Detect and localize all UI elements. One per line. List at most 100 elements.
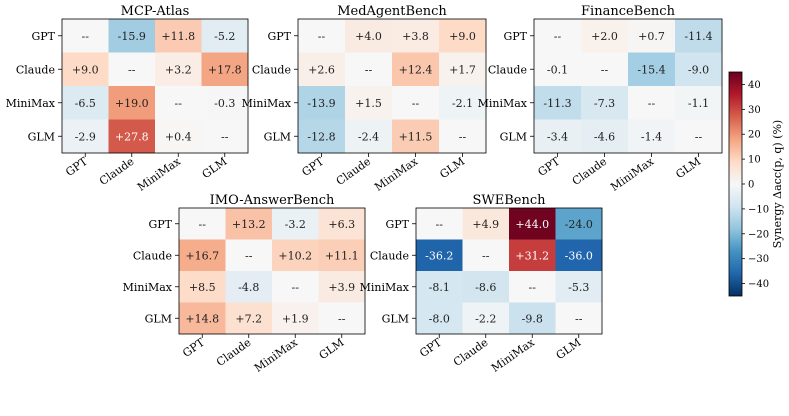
heatmap-cell xyxy=(675,52,723,87)
cell-label: -- xyxy=(482,249,490,262)
cell-label: -0.3 xyxy=(214,97,235,110)
cell-label: +4.0 xyxy=(355,30,382,43)
colorbar-tick-label: 10 xyxy=(748,155,761,166)
heatmap-cell xyxy=(416,208,463,240)
heatmap-cell xyxy=(155,86,202,120)
heatmap-cell xyxy=(108,119,156,154)
y-tick-label: GPT xyxy=(385,218,409,231)
panel-frame xyxy=(61,18,249,154)
cell-label: +3.8 xyxy=(402,30,429,43)
heatmap-cell xyxy=(155,119,202,154)
y-tick-label: GPT xyxy=(267,30,291,43)
x-tick-label: Claude xyxy=(334,155,374,188)
y-tick-label: Claude xyxy=(370,249,409,262)
heatmap-cell xyxy=(201,119,249,154)
heatmap-cell xyxy=(108,86,156,120)
heatmap-cell xyxy=(555,302,603,335)
cell-label: -15.9 xyxy=(118,30,146,43)
heatmap-swebench: SWEBench -- +4.9 +44.0 -24.0 -36.2 -- +31.2 -36.… xyxy=(360,193,603,375)
heatmap-cell xyxy=(555,271,603,303)
colorbar: −40 −30 −20 −10 0 10 20 30 40 Synergy Δacc(p, q) … xyxy=(728,71,784,297)
panel-title: SWEBench xyxy=(472,193,546,208)
cell-label: +3.9 xyxy=(328,281,355,294)
x-tick-label: GPT xyxy=(417,335,444,360)
heatmap-cell xyxy=(272,302,319,335)
panel-frame xyxy=(415,207,603,335)
y-tick-label: Claude xyxy=(252,63,291,76)
heatmap-cell xyxy=(581,119,629,154)
colorbar-tick-label: −10 xyxy=(748,204,769,215)
cell-label: -- xyxy=(695,130,703,143)
heatmap-mcp-atlas: MCP-Atlas -- -15.9 +11.8 -5.2 +9.0 -- +3.2 +17.8… xyxy=(6,4,249,194)
cell-label: -2.1 xyxy=(452,97,473,110)
y-tick-label: GLM xyxy=(500,130,527,143)
cell-label: -- xyxy=(199,218,207,231)
heatmap-cell xyxy=(318,302,366,335)
y-tick-label: MiniMax xyxy=(242,97,292,110)
heatmap-cell xyxy=(555,239,603,272)
heatmap-financebench: FinanceBench -- +2.0 +0.7 -11.4 -0.1 -- -15.4 -9… xyxy=(478,4,723,194)
cell-label: +3.2 xyxy=(165,63,192,76)
heatmap-cell xyxy=(201,86,249,120)
cell-label: +2.0 xyxy=(591,30,618,43)
x-tick-label: MiniMax xyxy=(489,335,538,374)
colorbar-tick-label: 0 xyxy=(748,180,754,191)
heatmap-cell xyxy=(155,19,202,53)
cell-label: -5.2 xyxy=(214,30,235,43)
x-tick-label: MiniMax xyxy=(135,154,184,193)
panel-title: IMO-AnswerBench xyxy=(210,193,335,208)
heatmap-cell xyxy=(318,239,366,272)
heatmap-cell xyxy=(179,271,226,303)
heatmap-cell xyxy=(298,119,346,154)
cell-label: -8.1 xyxy=(429,281,450,294)
panel-title: MedAgentBench xyxy=(337,4,447,19)
cell-label: +7.2 xyxy=(235,312,262,325)
y-tick-label: MiniMax xyxy=(123,281,173,294)
heatmap-cell xyxy=(534,119,582,154)
heatmap-medagentbench: MedAgentBench -- +4.0 +3.8 +9.0 +2.6 -- +12.4 +1… xyxy=(242,4,487,194)
cell-label: -- xyxy=(318,30,326,43)
x-tick-label: MiniMax xyxy=(608,154,657,193)
heatmap-cell xyxy=(675,86,723,120)
x-tick-label: GLM xyxy=(673,155,703,181)
cell-label: +6.3 xyxy=(328,218,355,231)
cell-label: -- xyxy=(292,281,300,294)
x-tick-label: Claude xyxy=(570,155,610,188)
x-tick-label: GLM xyxy=(317,336,347,362)
cell-label: -11.4 xyxy=(684,30,712,43)
cell-label: +19.0 xyxy=(115,97,149,110)
colorbar-tick-label: 20 xyxy=(748,130,761,141)
colorbar-gradient xyxy=(728,71,743,297)
cell-label: -8.0 xyxy=(429,312,450,325)
colorbar-tick-label: 30 xyxy=(748,105,761,116)
heatmap-cell xyxy=(555,208,603,240)
heatmap-cell xyxy=(416,239,463,272)
heatmap-cell xyxy=(272,239,319,272)
x-tick-label: MiniMax xyxy=(252,335,301,374)
heatmap-cell xyxy=(509,239,556,272)
heatmap-cell xyxy=(509,302,556,335)
heatmap-cell xyxy=(675,19,723,53)
cell-label: -3.2 xyxy=(285,218,306,231)
colorbar-tick-label: −40 xyxy=(748,279,769,290)
heatmap-cell xyxy=(392,86,440,120)
x-tick-label: Claude xyxy=(451,336,491,369)
cell-label: +17.8 xyxy=(208,63,242,76)
heatmap-cell xyxy=(416,271,463,303)
cell-label: -- xyxy=(128,63,136,76)
heatmap-cell xyxy=(62,19,109,53)
cell-label: -- xyxy=(82,30,90,43)
cell-label: -- xyxy=(412,97,420,110)
heatmap-cell xyxy=(416,302,463,335)
heatmap-cell xyxy=(318,271,366,303)
heatmap-cell xyxy=(345,19,393,53)
heatmap-cell xyxy=(225,239,273,272)
colorbar-tick-label: −30 xyxy=(748,254,769,265)
heatmap-cell xyxy=(345,52,393,87)
heatmap-cell xyxy=(298,19,346,53)
cell-label: -5.3 xyxy=(568,281,589,294)
heatmap-cell xyxy=(581,86,629,120)
heatmap-cell xyxy=(534,52,582,87)
heatmap-cell xyxy=(439,19,487,53)
cell-label: +10.2 xyxy=(278,249,312,262)
